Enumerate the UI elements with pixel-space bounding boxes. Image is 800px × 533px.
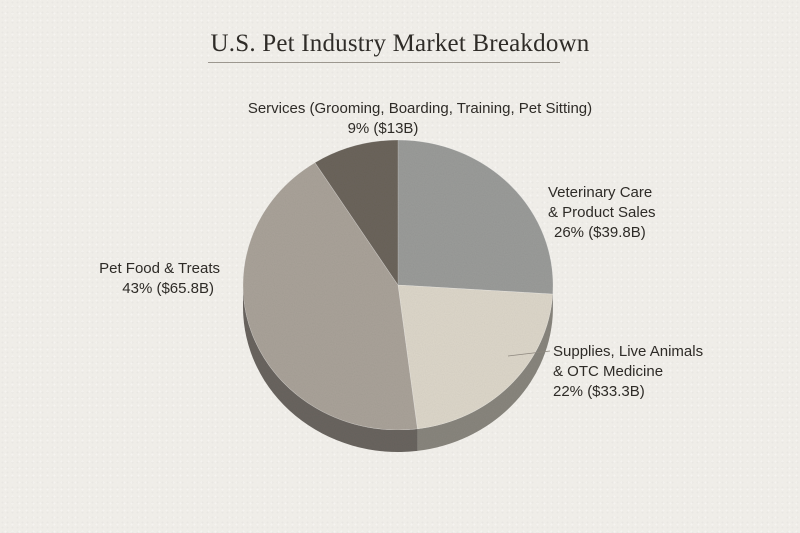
slice-value-label-1: 22% ($33.3B) [553,383,645,400]
chart-title: U.S. Pet Industry Market Breakdown [210,30,590,57]
title-underline [208,62,560,63]
slice-value-label-3: 9% ($13B) [348,120,419,137]
slice-name-label-1: & OTC Medicine [553,363,663,380]
leader-line-1 [507,350,551,357]
slice-name-label-1: Supplies, Live Animals [553,343,703,360]
pie-side-2 [242,285,418,452]
pie-slice-1 [397,284,554,430]
slice-label-1: Supplies, Live Animals & OTC Medicine 22% … [553,343,703,400]
pie-slice-3 [314,139,399,286]
slice-value-label-0: 26% ($39.8B) [554,224,646,241]
pie-slices [242,139,554,431]
slice-name-label-0: & Product Sales [548,204,656,221]
slice-label-2: Pet Food & Treats 43% ($65.8B) [99,260,220,297]
slice-value-label-2: 43% ($65.8B) [122,280,214,297]
pie-slice-0 [397,139,554,295]
slice-name-label-2: Pet Food & Treats [99,260,220,277]
pie-slice-2 [242,162,418,431]
slice-name-label-3: Services (Grooming, Boarding, Training, … [248,100,592,117]
slice-label-3: Services (Grooming, Boarding, Training, … [248,100,592,137]
pie-side-1 [417,294,553,451]
leader-lines [507,350,551,357]
slice-name-label-0: Veterinary Care [548,184,652,201]
slice-labels: Veterinary Care & Product Sales 26% ($39.8… [99,100,703,400]
slice-label-0: Veterinary Care & Product Sales 26% ($39.8… [548,184,656,241]
